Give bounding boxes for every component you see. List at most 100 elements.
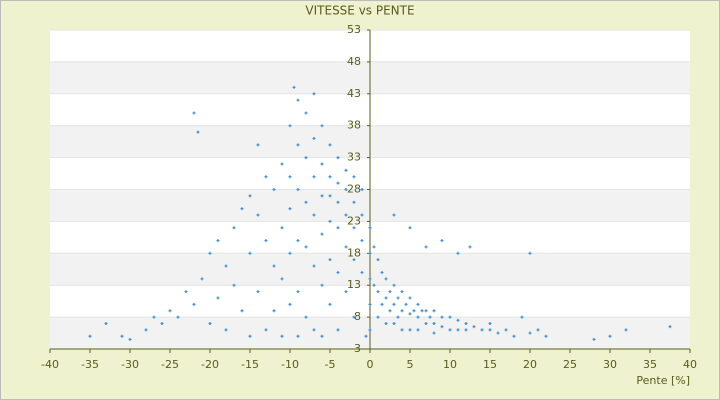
x-tick-label: 30 [603,358,617,371]
scatter-point [468,245,472,249]
scatter-point [320,232,324,236]
chart-title: VITESSE vs PENTE [305,4,414,18]
scatter-point [368,251,372,255]
scatter-point [528,331,532,335]
x-tick-label: 0 [367,358,374,371]
scatter-point [264,175,268,179]
scatter-point [424,245,428,249]
y-tick-label: 43 [347,87,361,100]
scatter-point [456,328,460,332]
scatter-point [464,328,468,332]
scatter-point [380,302,384,306]
scatter-point [392,321,396,325]
scatter-point [368,302,372,306]
scatter-point [312,264,316,268]
scatter-point [152,315,156,319]
scatter-point [208,251,212,255]
scatter-point [232,283,236,287]
scatter-point [464,321,468,325]
x-tick-label: -40 [41,358,59,371]
scatter-point [364,334,368,338]
scatter-point [280,162,284,166]
x-tick-label: 40 [683,358,697,371]
scatter-point [272,188,276,191]
scatter-point [392,302,396,306]
scatter-point [296,143,300,147]
scatter-point [480,328,484,332]
scatter-point [360,188,364,191]
scatter-point [344,188,348,191]
scatter-point [328,219,332,223]
scatter-point [380,270,384,274]
scatter-point [384,296,388,300]
scatter-point [312,175,316,179]
x-tick-label: -10 [281,358,299,371]
scatter-point [232,226,236,230]
scatter-point [208,321,212,325]
x-tick-label: 20 [523,358,537,371]
scatter-point [344,168,348,172]
scatter-point [336,200,340,204]
scatter-point [512,334,516,338]
x-tick-label: -35 [81,358,99,371]
scatter-point [88,334,92,338]
scatter-point [360,213,364,217]
scatter-point [304,200,308,204]
scatter-point [328,258,332,262]
scatter-point [296,239,300,243]
scatter-point [352,200,356,204]
scatter-point [528,251,532,255]
scatter-point [248,334,252,338]
scatter-point [336,226,340,230]
scatter-point [388,290,392,294]
scatter-point [320,194,324,198]
scatter-point [376,290,380,294]
scatter-point [344,245,348,249]
scatter-point [408,312,412,316]
scatter-point [304,111,308,115]
scatter-point [472,325,476,329]
scatter-point [400,309,404,313]
scatter-point [404,302,408,306]
scatter-point [504,328,508,332]
scatter-point [448,328,452,332]
x-tick-label: -25 [161,358,179,371]
scatter-point [352,315,356,319]
scatter-point [256,143,260,147]
scatter-point [280,277,284,281]
x-axis-title: Pente [%] [636,374,690,387]
scatter-point [128,337,132,341]
scatter-point [320,162,324,166]
scatter-point [280,226,284,230]
scatter-point [288,251,292,255]
scatter-point [408,226,412,230]
scatter-point [432,309,436,313]
scatter-point [336,156,340,160]
scatter-point [496,331,500,335]
scatter-point [368,226,372,230]
y-tick-label: 48 [347,55,361,68]
scatter-point [312,328,316,332]
scatter-point [336,328,340,332]
x-tick-label: -15 [241,358,259,371]
y-tick-label: 38 [347,119,361,132]
scatter-point [304,315,308,319]
scatter-point [408,296,412,300]
scatter-point [352,258,356,262]
scatter-point [312,213,316,217]
scatter-point [376,258,380,262]
scatter-point [432,321,436,325]
scatter-point [224,264,228,268]
y-tick-label: 8 [354,310,361,323]
scatter-point [456,318,460,322]
scatter-point [272,309,276,313]
scatter-point [344,213,348,217]
y-tick-label: 53 [347,23,361,36]
scatter-point [624,328,628,332]
scatter-point [392,213,396,217]
scatter-point [288,124,292,128]
y-tick-label: 13 [347,278,361,291]
x-tick-label: 35 [643,358,657,371]
scatter-point [372,245,376,249]
